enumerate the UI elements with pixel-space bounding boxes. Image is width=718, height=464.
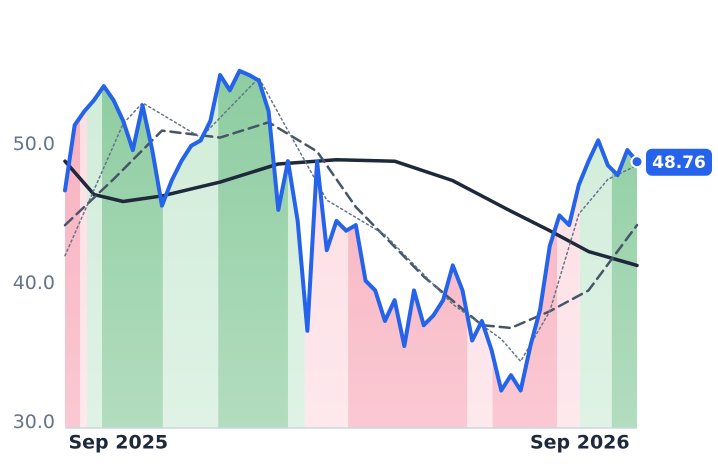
region bbox=[348, 70, 468, 428]
line bbox=[63, 68, 639, 393]
region bbox=[162, 70, 219, 428]
line bbox=[64, 77, 638, 363]
last-value-badge bbox=[646, 148, 712, 176]
region bbox=[87, 70, 103, 428]
x-tick-label: Sep 2026 bbox=[530, 432, 630, 454]
region bbox=[80, 70, 88, 428]
x-tick-label: Sep 2025 bbox=[68, 432, 168, 454]
region bbox=[579, 70, 612, 428]
region bbox=[102, 70, 163, 428]
last-value-label: 48.76 bbox=[652, 153, 706, 173]
y-tick-label: 30.0 bbox=[13, 411, 55, 433]
region bbox=[218, 70, 288, 428]
y-tick-label: 40.0 bbox=[13, 272, 55, 294]
region bbox=[467, 70, 493, 428]
y-tick-label: 50.0 bbox=[13, 133, 55, 155]
region bbox=[611, 70, 637, 428]
region bbox=[304, 70, 349, 428]
last-point bbox=[630, 155, 644, 169]
line bbox=[63, 158, 639, 268]
